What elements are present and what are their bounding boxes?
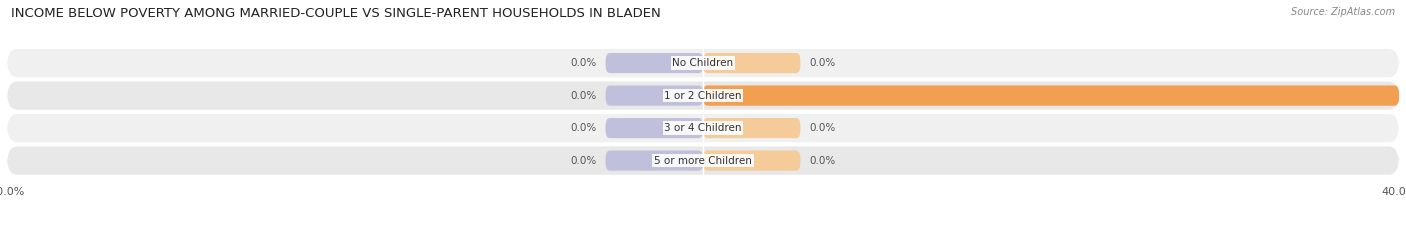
Text: 1 or 2 Children: 1 or 2 Children: [664, 91, 742, 101]
FancyBboxPatch shape: [7, 114, 1399, 142]
FancyBboxPatch shape: [7, 82, 1399, 110]
Text: 0.0%: 0.0%: [808, 123, 835, 133]
Text: 0.0%: 0.0%: [571, 58, 598, 68]
FancyBboxPatch shape: [703, 118, 800, 138]
FancyBboxPatch shape: [606, 53, 703, 73]
FancyBboxPatch shape: [703, 86, 1399, 106]
FancyBboxPatch shape: [606, 151, 703, 171]
FancyBboxPatch shape: [703, 53, 800, 73]
Text: 5 or more Children: 5 or more Children: [654, 156, 752, 166]
Text: No Children: No Children: [672, 58, 734, 68]
Text: 0.0%: 0.0%: [571, 156, 598, 166]
FancyBboxPatch shape: [703, 86, 1399, 106]
FancyBboxPatch shape: [606, 86, 703, 106]
Text: 0.0%: 0.0%: [571, 91, 598, 101]
Text: 0.0%: 0.0%: [808, 156, 835, 166]
Text: 0.0%: 0.0%: [571, 123, 598, 133]
Text: 0.0%: 0.0%: [808, 58, 835, 68]
Text: INCOME BELOW POVERTY AMONG MARRIED-COUPLE VS SINGLE-PARENT HOUSEHOLDS IN BLADEN: INCOME BELOW POVERTY AMONG MARRIED-COUPL…: [11, 7, 661, 20]
FancyBboxPatch shape: [703, 151, 800, 171]
Text: 3 or 4 Children: 3 or 4 Children: [664, 123, 742, 133]
FancyBboxPatch shape: [7, 49, 1399, 77]
FancyBboxPatch shape: [606, 118, 703, 138]
Text: Source: ZipAtlas.com: Source: ZipAtlas.com: [1291, 7, 1395, 17]
FancyBboxPatch shape: [7, 147, 1399, 175]
